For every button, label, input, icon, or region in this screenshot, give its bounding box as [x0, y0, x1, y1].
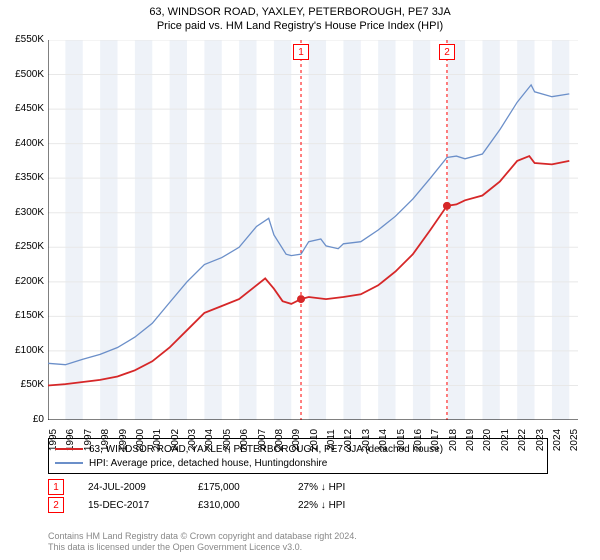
y-tick-label: £500K: [0, 69, 44, 80]
marker-row-2: 2 15-DEC-2017 £310,000 22% ↓ HPI: [48, 496, 578, 514]
legend-label-property: 63, WINDSOR ROAD, YAXLEY, PETERBOROUGH, …: [89, 444, 443, 455]
plot-area: 12: [48, 40, 578, 420]
legend-swatch-property: [55, 448, 83, 450]
title-subtitle: Price paid vs. HM Land Registry's House …: [0, 20, 600, 32]
marker-row-1: 1 24-JUL-2009 £175,000 27% ↓ HPI: [48, 478, 578, 496]
y-tick-label: £450K: [0, 103, 44, 114]
marker-price-2: £310,000: [198, 500, 298, 511]
marker-price-1: £175,000: [198, 482, 298, 493]
y-tick-label: £300K: [0, 207, 44, 218]
x-tick-label: 2024: [552, 426, 563, 454]
legend-row-property: 63, WINDSOR ROAD, YAXLEY, PETERBOROUGH, …: [55, 442, 541, 456]
plot-marker-badge: 1: [293, 44, 309, 60]
y-tick-label: £400K: [0, 138, 44, 149]
marker-table: 1 24-JUL-2009 £175,000 27% ↓ HPI 2 15-DE…: [48, 478, 578, 514]
marker-pct-1: 27% ↓ HPI: [298, 482, 378, 493]
attribution-line1: Contains HM Land Registry data © Crown c…: [48, 531, 357, 543]
marker-badge-1: 1: [48, 479, 64, 495]
attribution-line2: This data is licensed under the Open Gov…: [48, 542, 357, 554]
legend: 63, WINDSOR ROAD, YAXLEY, PETERBOROUGH, …: [48, 438, 548, 474]
y-tick-label: £550K: [0, 34, 44, 45]
y-tick-label: £150K: [0, 310, 44, 321]
x-tick-label: 2025: [569, 426, 580, 454]
title-address: 63, WINDSOR ROAD, YAXLEY, PETERBOROUGH, …: [0, 6, 600, 18]
chart-svg: [48, 40, 578, 420]
legend-label-hpi: HPI: Average price, detached house, Hunt…: [89, 458, 327, 469]
legend-swatch-hpi: [55, 462, 83, 464]
marker-pct-2: 22% ↓ HPI: [298, 500, 378, 511]
chart-titles: 63, WINDSOR ROAD, YAXLEY, PETERBOROUGH, …: [0, 0, 600, 32]
y-tick-label: £200K: [0, 276, 44, 287]
y-tick-label: £100K: [0, 345, 44, 356]
chart-container: 63, WINDSOR ROAD, YAXLEY, PETERBOROUGH, …: [0, 0, 600, 560]
legend-row-hpi: HPI: Average price, detached house, Hunt…: [55, 456, 541, 470]
plot-marker-badge: 2: [439, 44, 455, 60]
attribution: Contains HM Land Registry data © Crown c…: [48, 531, 357, 554]
marker-date-2: 15-DEC-2017: [88, 500, 198, 511]
y-tick-label: £50K: [0, 379, 44, 390]
y-tick-label: £0: [0, 414, 44, 425]
y-tick-label: £250K: [0, 241, 44, 252]
marker-date-1: 24-JUL-2009: [88, 482, 198, 493]
marker-badge-2: 2: [48, 497, 64, 513]
y-tick-label: £350K: [0, 172, 44, 183]
